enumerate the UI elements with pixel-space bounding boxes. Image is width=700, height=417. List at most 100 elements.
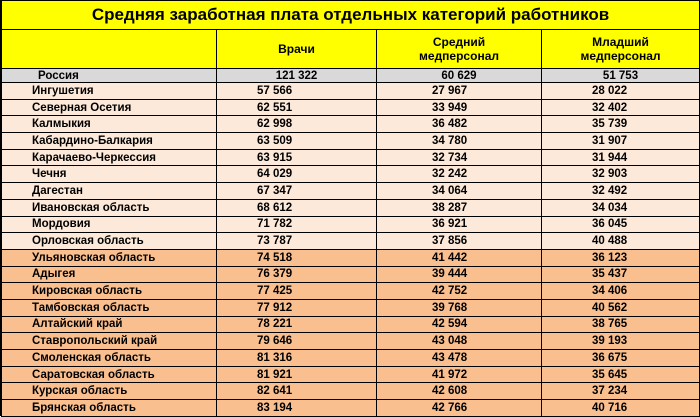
value: 28 022 (540, 82, 700, 100)
data-row: Орловская область 73 787 37 856 40 488 (1, 232, 700, 250)
value: 77 425 (216, 282, 377, 300)
data-row: Ульяновская область 74 518 41 442 36 123 (1, 248, 700, 267)
value: 33 949 (376, 98, 542, 117)
value: 34 034 (540, 198, 700, 217)
value: 42 766 (376, 399, 542, 417)
data-row: Адыгея 76 379 39 444 35 437 (1, 265, 700, 284)
region: Дагестан (1, 182, 217, 200)
value: 31 944 (540, 148, 700, 167)
data-row: Саратовская область 81 921 41 972 35 645 (1, 365, 700, 384)
value: 81 921 (216, 365, 377, 384)
value: 62 998 (216, 115, 377, 134)
data-row: Алтайский край 78 221 42 594 38 765 (1, 315, 700, 334)
data-row: Брянская область 83 194 42 766 40 716 (1, 399, 700, 417)
value: 79 646 (216, 332, 377, 350)
region: Курская область (1, 382, 217, 401)
value: 38 287 (376, 198, 542, 217)
region: Орловская область (1, 232, 217, 250)
header-cell: Врачи (216, 29, 377, 69)
value: 37 856 (376, 232, 542, 250)
value: 36 123 (540, 248, 700, 267)
value: 32 734 (376, 148, 542, 167)
value: 42 608 (376, 382, 542, 401)
value: 40 716 (540, 399, 700, 417)
header-row: Врачи Средний медперсонал Младший медпер… (1, 29, 700, 69)
data-row: Ингушетия 57 566 27 967 28 022 (1, 82, 700, 100)
value: 42 752 (376, 282, 542, 300)
region: Калмыкия (1, 115, 217, 134)
region: Ивановская область (1, 198, 217, 217)
region: Смоленская область (1, 349, 217, 367)
value: 34 780 (376, 132, 542, 150)
value: 83 194 (216, 399, 377, 417)
header-text: Младший медперсонал (580, 35, 661, 63)
region: Алтайский край (1, 315, 217, 334)
value: 63 915 (216, 148, 377, 167)
title-row: Средняя заработная плата отдельных катег… (0, 1, 700, 30)
value: 76 379 (216, 265, 377, 284)
value: 39 193 (540, 332, 700, 350)
region: Кабардино-Балкария (1, 132, 217, 150)
value: 121 322 (216, 68, 377, 83)
data-row: Ставропольский край 79 646 43 048 39 193 (1, 332, 700, 350)
value: 74 518 (216, 248, 377, 267)
region: Россия (1, 68, 217, 83)
value: 39 444 (376, 265, 542, 284)
header-empty (1, 29, 217, 69)
data-row: Кабардино-Балкария 63 509 34 780 31 907 (1, 132, 700, 150)
value: 31 907 (540, 132, 700, 150)
value: 62 551 (216, 98, 377, 117)
value: 40 488 (540, 232, 700, 250)
data-row: Северная Осетия 62 551 33 949 32 402 (1, 98, 700, 117)
value: 41 972 (376, 365, 542, 384)
value: 68 612 (216, 198, 377, 217)
data-row: Курская область 82 641 42 608 37 234 (1, 382, 700, 401)
value: 43 048 (376, 332, 542, 350)
value: 43 478 (376, 349, 542, 367)
value: 32 402 (540, 98, 700, 117)
value: 63 509 (216, 132, 377, 150)
total-row: Россия 121 322 60 629 51 753 (1, 68, 700, 83)
region: Кировская область (1, 282, 217, 300)
value: 42 594 (376, 315, 542, 334)
value: 73 787 (216, 232, 377, 250)
region: Северная Осетия (1, 98, 217, 117)
value: 27 967 (376, 82, 542, 100)
value: 36 921 (376, 215, 542, 234)
header-cell: Средний медперсонал (376, 29, 542, 69)
value: 82 641 (216, 382, 377, 401)
region: Ингушетия (1, 82, 217, 100)
data-row: Тамбовская область 77 912 39 768 40 562 (1, 298, 700, 317)
value: 41 442 (376, 248, 542, 267)
region: Ульяновская область (1, 248, 217, 267)
value: 36 045 (540, 215, 700, 234)
data-row: Дагестан 67 347 34 064 32 492 (1, 182, 700, 200)
value: 34 406 (540, 282, 700, 300)
data-row: Карачаево-Черкессия 63 915 32 734 31 944 (1, 148, 700, 167)
region: Карачаево-Черкессия (1, 148, 217, 167)
value: 38 765 (540, 315, 700, 334)
data-row: Чечня 64 029 32 242 32 903 (1, 165, 700, 184)
data-row: Мордовия 71 782 36 921 36 045 (1, 215, 700, 234)
value: 32 903 (540, 165, 700, 184)
data-row: Ивановская область 68 612 38 287 34 034 (1, 198, 700, 217)
value: 60 629 (376, 68, 542, 83)
value: 39 768 (376, 298, 542, 317)
value: 71 782 (216, 215, 377, 234)
region: Мордовия (1, 215, 217, 234)
value: 36 675 (540, 349, 700, 367)
value: 77 912 (216, 298, 377, 317)
value: 35 437 (540, 265, 700, 284)
value: 32 492 (540, 182, 700, 200)
value: 64 029 (216, 165, 377, 184)
region: Саратовская область (1, 365, 217, 384)
region: Чечня (1, 165, 217, 184)
value: 67 347 (216, 182, 377, 200)
data-row: Калмыкия 62 998 36 482 35 739 (1, 115, 700, 134)
value: 37 234 (540, 382, 700, 401)
value: 57 566 (216, 82, 377, 100)
region: Адыгея (1, 265, 217, 284)
